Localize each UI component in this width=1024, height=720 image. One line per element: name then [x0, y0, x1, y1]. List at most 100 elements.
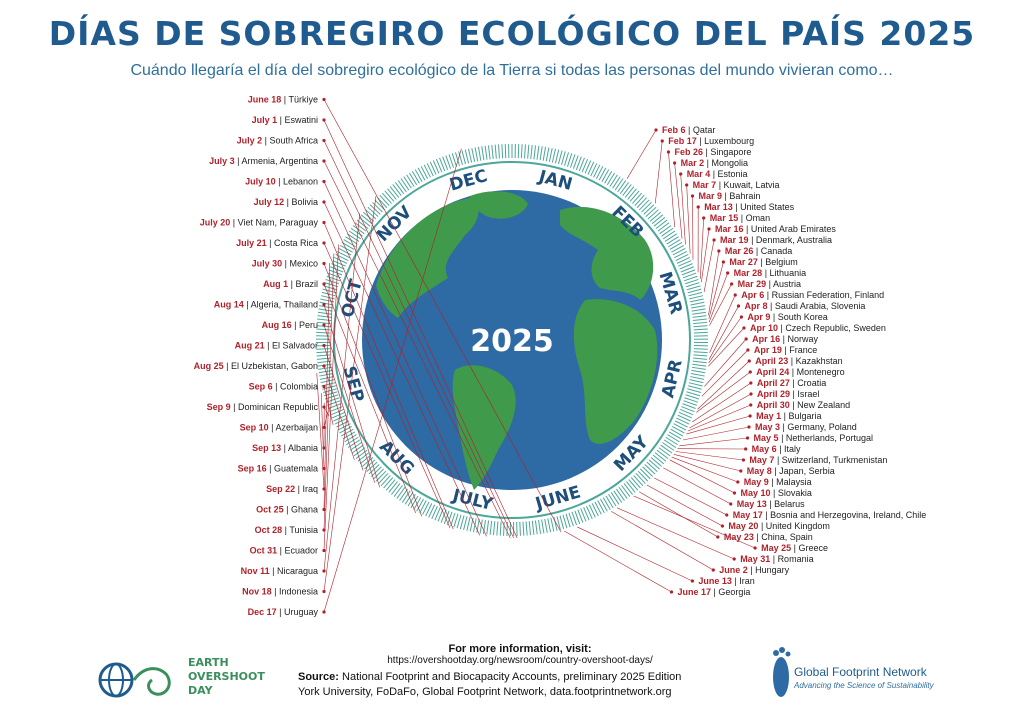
day-tick: [410, 495, 419, 509]
entry-separator: |: [703, 147, 710, 157]
leader-dot: [322, 343, 326, 348]
day-tick: [618, 486, 628, 499]
eod-line1: EARTH: [188, 656, 229, 669]
day-tick: [388, 481, 398, 493]
day-tick: [650, 457, 663, 467]
entry-date: May 7: [749, 455, 774, 465]
entry-date: July 1: [252, 115, 278, 125]
day-tick: [375, 470, 387, 482]
leader-dot: [322, 405, 326, 409]
entry-date: April 24: [756, 367, 789, 377]
day-tick: [654, 452, 667, 462]
day-tick: [420, 166, 429, 179]
day-tick: [527, 144, 530, 159]
entry-date: Apr 9: [747, 312, 770, 322]
country-label: Apr 8 | Saudi Arabia, Slovenia: [745, 301, 866, 311]
entry-date: July 21: [236, 238, 267, 248]
day-tick: [690, 372, 705, 377]
day-tick: [642, 466, 654, 477]
entry-separator: |: [768, 301, 775, 311]
earth-globe: 2025: [362, 190, 662, 490]
country-label: Apr 6 | Russian Federation, Finland: [741, 290, 884, 300]
leader-line: [673, 454, 741, 472]
entry-separator: |: [762, 268, 769, 278]
day-tick: [684, 278, 699, 285]
day-tick: [630, 477, 641, 489]
day-tick: [353, 447, 366, 457]
country-label: Apr 9 | South Korea: [747, 312, 827, 322]
day-tick: [693, 325, 708, 328]
day-tick: [662, 230, 676, 240]
entry-country: Mexico: [289, 259, 318, 269]
entry-date: Oct 28: [255, 525, 283, 535]
day-tick: [598, 167, 607, 181]
entry-separator: |: [276, 177, 283, 187]
day-tick: [602, 497, 611, 510]
leader-line: [323, 140, 514, 539]
day-tick: [609, 174, 618, 187]
entry-country: Norway: [787, 334, 818, 344]
day-tick: [519, 521, 521, 536]
day-tick: [680, 409, 694, 416]
day-tick: [693, 328, 708, 331]
entry-separator: |: [292, 320, 299, 330]
day-tick: [632, 192, 643, 204]
south-america-land: [452, 365, 516, 490]
day-tick: [624, 186, 635, 198]
day-tick: [406, 174, 415, 187]
leader-line: [323, 222, 454, 530]
entry-separator: |: [277, 115, 284, 125]
entry-country: Uruguay: [284, 607, 319, 617]
leader-dot: [322, 118, 326, 122]
day-tick: [423, 164, 431, 178]
source-line2: York University, FoDaFo, Global Footprin…: [298, 686, 672, 698]
day-tick: [365, 209, 377, 220]
entry-separator: |: [230, 218, 237, 228]
country-label: Mar 29 | Austria: [738, 279, 801, 289]
day-tick: [464, 149, 470, 164]
day-tick: [550, 517, 555, 532]
day-tick: [486, 520, 490, 535]
entry-country: Ghana: [291, 505, 318, 515]
source-label: Source:: [298, 671, 339, 683]
country-label: June 13 | Iran: [698, 576, 754, 586]
leader-dot: [322, 138, 326, 143]
day-tick: [610, 492, 620, 505]
source-block: Source: National Footprint and Biocapaci…: [298, 670, 758, 700]
leader-line: [323, 365, 355, 460]
entry-date: Oct 31: [250, 546, 278, 556]
entry-country: Czech Republic, Sweden: [785, 323, 886, 333]
leader-dot: [322, 610, 326, 614]
more-info-link[interactable]: https://overshootday.org/newsroom/countr…: [387, 655, 653, 666]
leader-line: [564, 530, 672, 593]
leader-dot: [322, 179, 326, 184]
day-tick: [547, 518, 552, 533]
day-tick: [408, 172, 418, 186]
day-tick: [664, 233, 678, 242]
leader-line: [668, 151, 675, 228]
leader-line: [700, 217, 704, 279]
day-tick: [688, 385, 702, 390]
entry-country: Kuwait, Latvia: [724, 180, 780, 190]
day-tick: [657, 222, 670, 232]
day-tick: [683, 400, 697, 406]
day-tick: [432, 160, 440, 174]
page-subtitle: Cuándo llegaría el día del sobregiro eco…: [130, 62, 894, 79]
entry-separator: |: [722, 191, 729, 201]
day-tick: [593, 164, 601, 178]
country-label: May 23 | China, Spain: [724, 532, 813, 542]
country-label: Mar 9 | Bahrain: [699, 191, 761, 201]
entry-separator: |: [272, 587, 279, 597]
entry-separator: |: [733, 202, 740, 212]
day-tick: [443, 510, 450, 525]
day-tick: [608, 493, 617, 507]
entry-date: May 23: [724, 532, 754, 542]
day-tick: [372, 201, 383, 213]
day-tick: [691, 369, 706, 374]
day-tick: [426, 163, 434, 177]
entry-date: Feb 6: [662, 125, 686, 135]
day-tick: [391, 483, 401, 495]
entry-separator: |: [788, 356, 795, 366]
day-tick: [627, 188, 637, 200]
